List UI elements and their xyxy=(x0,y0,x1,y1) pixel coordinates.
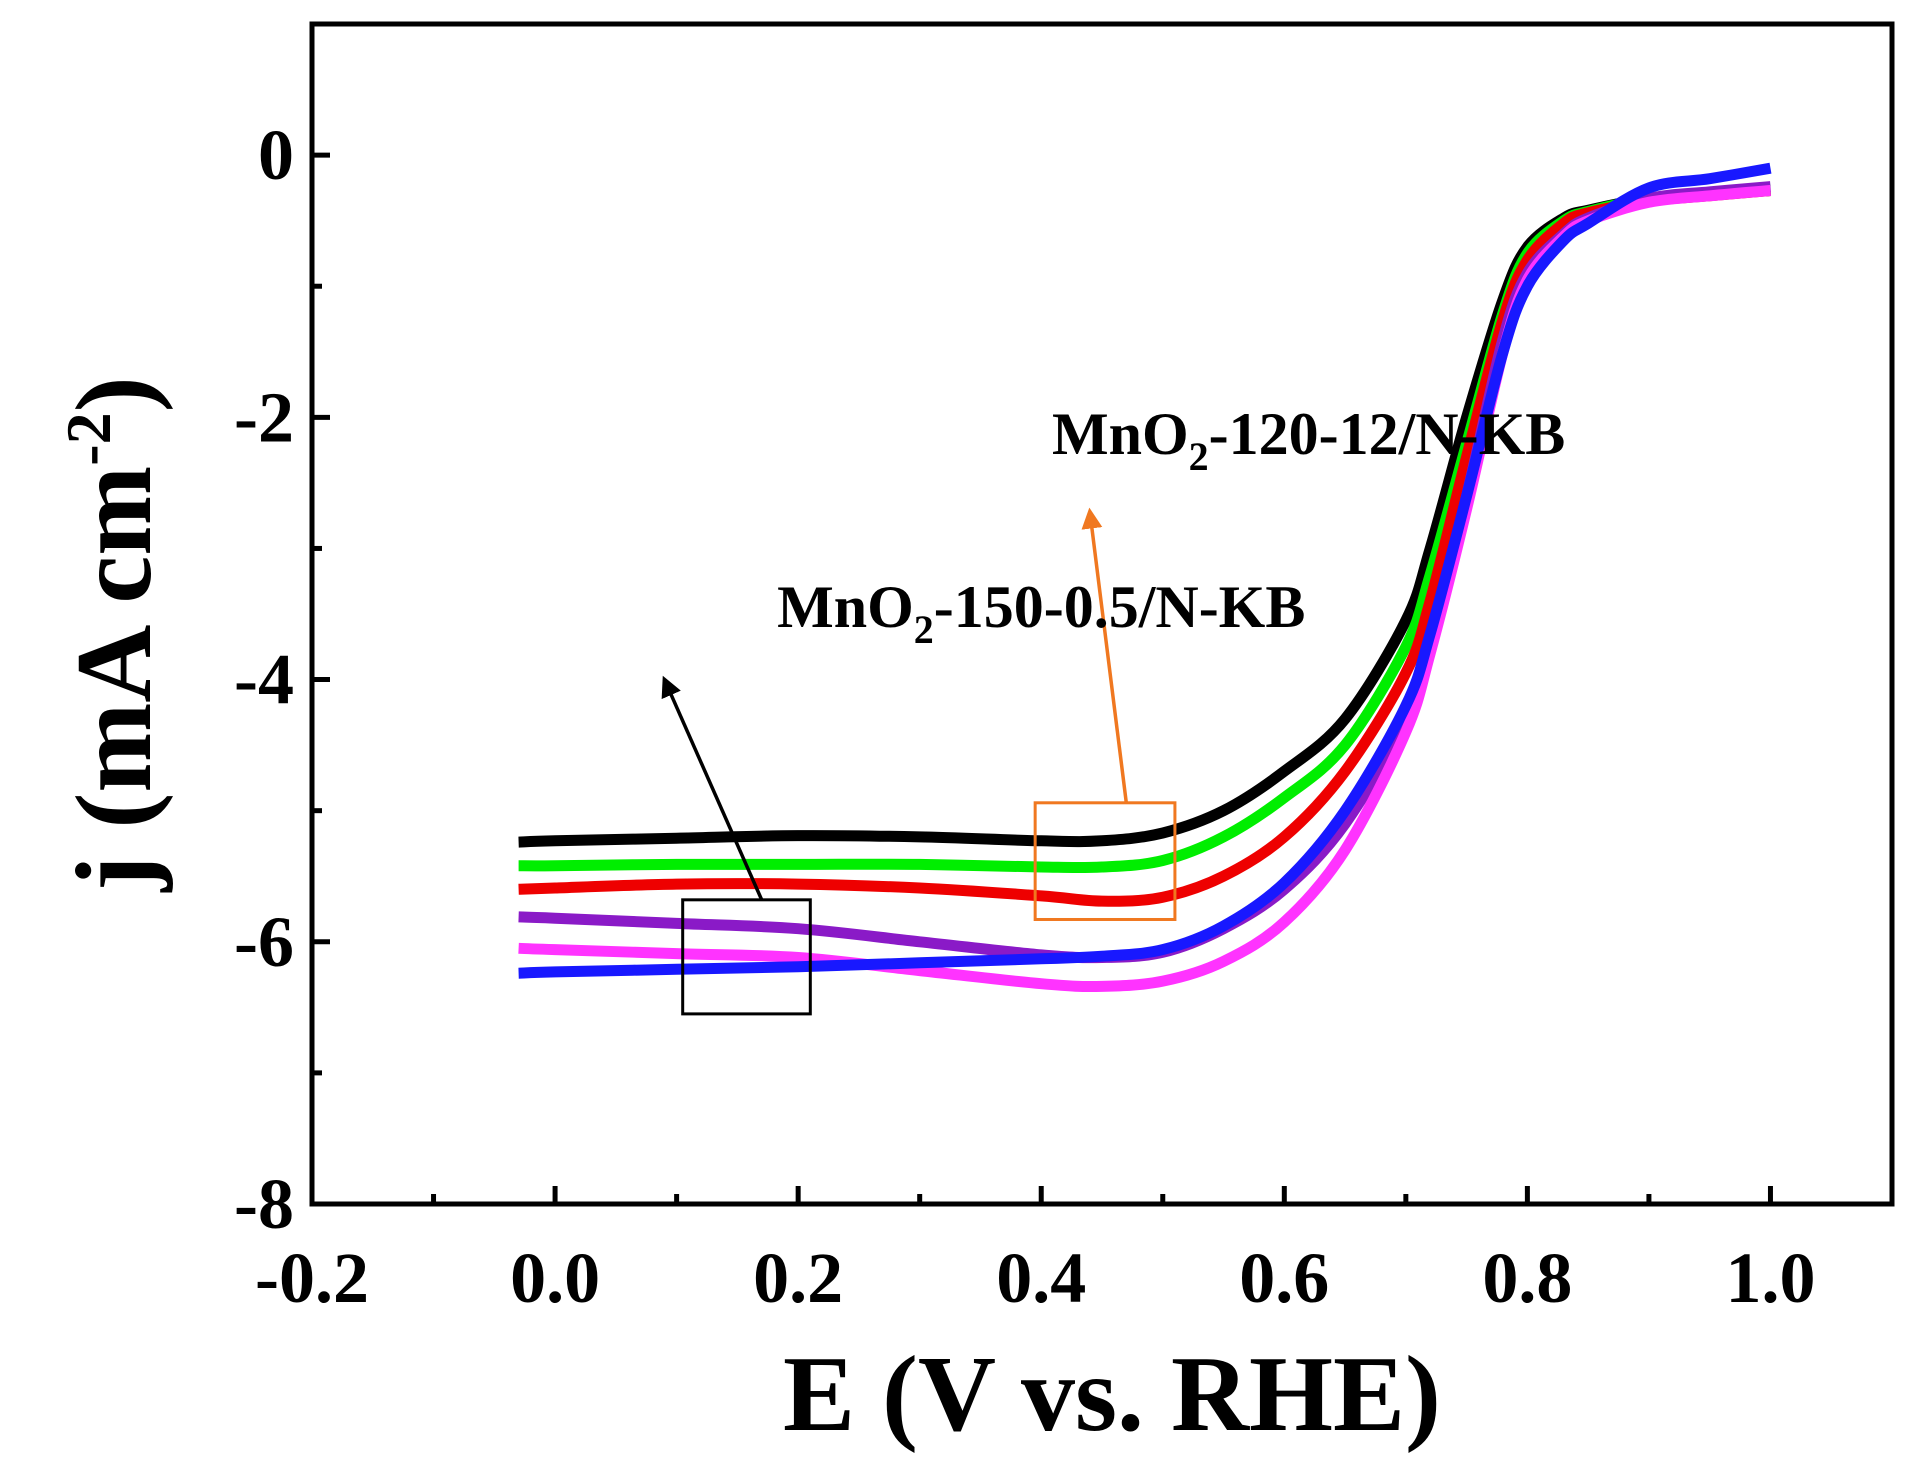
y-tick-label: -8 xyxy=(234,1164,294,1244)
series-line-blue xyxy=(518,162,1772,979)
series-layer xyxy=(518,162,1772,993)
tick-layer: -0.2 0.0 0.2 0.4 0.6 0.8 1.0 -8 -6 -4 -2 0 xyxy=(234,115,1815,1318)
series-line-red xyxy=(518,185,1771,907)
annotation-arrow xyxy=(1081,507,1129,804)
x-tick-label: 1.0 xyxy=(1725,1238,1815,1318)
y-tick-label: -2 xyxy=(234,377,294,457)
annotation-box xyxy=(1033,801,1177,921)
annotation-label-sub: 2 xyxy=(914,607,934,652)
x-tick-label: 0.6 xyxy=(1239,1238,1329,1318)
x-tick-label: -0.2 xyxy=(255,1238,369,1318)
x-tick-label: 0.4 xyxy=(996,1238,1086,1318)
x-axis-title: E (V vs. RHE) xyxy=(783,1335,1441,1454)
annotation-label: MnO2-150-0.5/N-KB xyxy=(777,574,1305,652)
x-tick-label: 0.2 xyxy=(753,1238,843,1318)
annotation-arrow xyxy=(661,675,764,901)
y-axis-title-main: j (mA cm xyxy=(55,466,174,893)
y-tick-label: -6 xyxy=(234,902,294,982)
annotation-label-main: MnO xyxy=(1052,401,1189,467)
y-axis-title-close: ) xyxy=(55,376,174,412)
annotation-label: MnO2-120-12/N-KB xyxy=(1052,401,1565,479)
annotation-box xyxy=(681,898,812,1016)
x-tick-label: 0.0 xyxy=(510,1238,600,1318)
y-tick-label: -4 xyxy=(234,640,294,720)
y-axis-title-sup: -2 xyxy=(53,412,124,465)
x-tick-label: 0.8 xyxy=(1482,1238,1572,1318)
annotation-label-rest: -120-12/N-KB xyxy=(1209,401,1566,467)
annotation-label-sub: 2 xyxy=(1189,434,1209,479)
annotation-label-main: MnO xyxy=(777,574,914,640)
plot-frame xyxy=(309,21,1895,1207)
y-tick-label: 0 xyxy=(258,115,294,195)
annotation-label-rest: -150-0.5/N-KB xyxy=(934,574,1306,640)
y-axis-title: j (mA cm-2) xyxy=(53,376,174,892)
